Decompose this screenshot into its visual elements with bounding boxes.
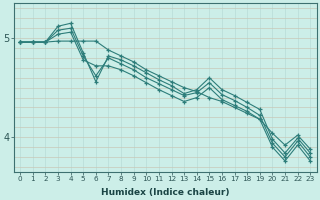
X-axis label: Humidex (Indice chaleur): Humidex (Indice chaleur) bbox=[101, 188, 229, 197]
